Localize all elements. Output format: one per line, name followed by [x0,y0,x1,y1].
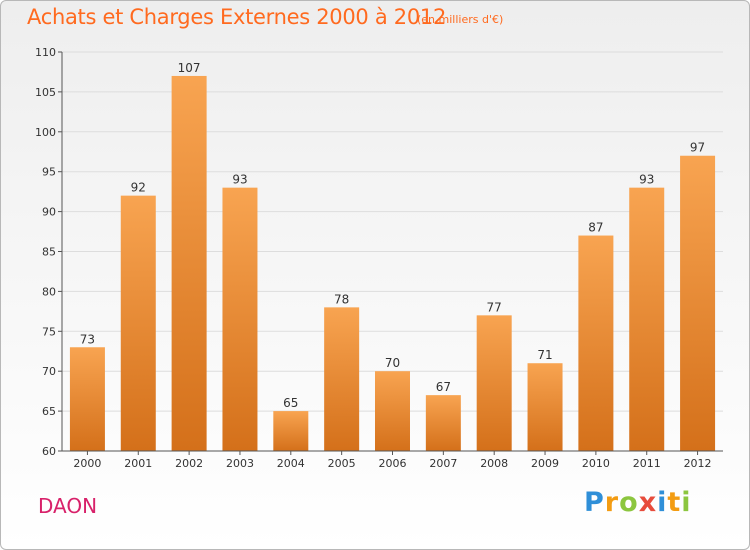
brand-letter: o [619,487,639,518]
bar [527,363,563,451]
y-tick-label: 85 [42,246,56,259]
brand-letter: x [638,487,658,518]
y-tick-label: 65 [42,405,56,418]
brand-letter: P [584,487,605,518]
bars: 73 92 107 93 65 78 70 67 77 71 87 93 97 [69,61,716,452]
bar [476,315,512,451]
bar [375,371,410,451]
bar [324,307,360,451]
x-tick-label: 2000 [73,457,101,470]
bar [629,187,665,451]
x-tick-label: 2009 [531,457,559,470]
x-tick-label: 2005 [328,457,356,470]
x-tick-label: 2002 [175,457,203,470]
bar [69,347,105,451]
y-tick-label: 100 [35,126,56,139]
x-tick-label: 2008 [480,457,508,470]
data-label: 73 [80,332,95,346]
y-tick-label: 105 [35,86,56,99]
x-tick-label: 2012 [684,457,712,470]
data-label: 71 [537,348,552,362]
x-tick-label: 2003 [226,457,254,470]
y-tick-label: 80 [42,285,56,298]
brand-letter: i [657,487,668,518]
brand-letter: i [681,487,692,518]
data-label: 77 [487,300,502,314]
brand-logo: Proxiti [584,487,692,518]
bar [222,187,258,451]
y-tick-label: 110 [35,46,56,59]
brand-letter: r [604,487,620,518]
x-tick-label: 2011 [633,457,661,470]
x-tick-label: 2004 [277,457,305,470]
data-label: 93 [232,173,247,187]
bar [425,395,461,451]
data-label: 78 [334,292,349,306]
data-label: 97 [690,141,705,155]
data-label: 70 [385,356,400,370]
chart-title: Achats et Charges Externes 2000 à 2012 [27,5,447,29]
bar [578,235,614,451]
bar [680,155,716,452]
y-tick-label: 75 [42,325,56,338]
data-label: 67 [436,380,451,394]
bar [171,75,207,451]
x-tick-label: 2006 [379,457,407,470]
bar [273,411,309,451]
data-label: 65 [283,396,298,410]
commune-name: DAON [38,494,98,518]
x-tick-label: 2007 [429,457,457,470]
data-label: 107 [178,61,201,75]
y-tick-label: 70 [42,365,56,378]
chart-subtitle: (en milliers d'€) [417,13,504,26]
y-tick-label: 60 [42,445,56,458]
y-tick-label: 95 [42,166,56,179]
brand-letter: t [667,487,682,518]
x-tick-label: 2010 [582,457,610,470]
bar [120,195,156,451]
data-label: 93 [639,173,654,187]
axes: 60 65 70 75 80 85 90 95 100 105 110 2000 2001 2002 200… [35,46,723,470]
x-tick-label: 2001 [124,457,152,470]
y-tick-label: 90 [42,206,56,219]
data-label: 92 [131,181,146,195]
data-label: 87 [588,221,603,235]
